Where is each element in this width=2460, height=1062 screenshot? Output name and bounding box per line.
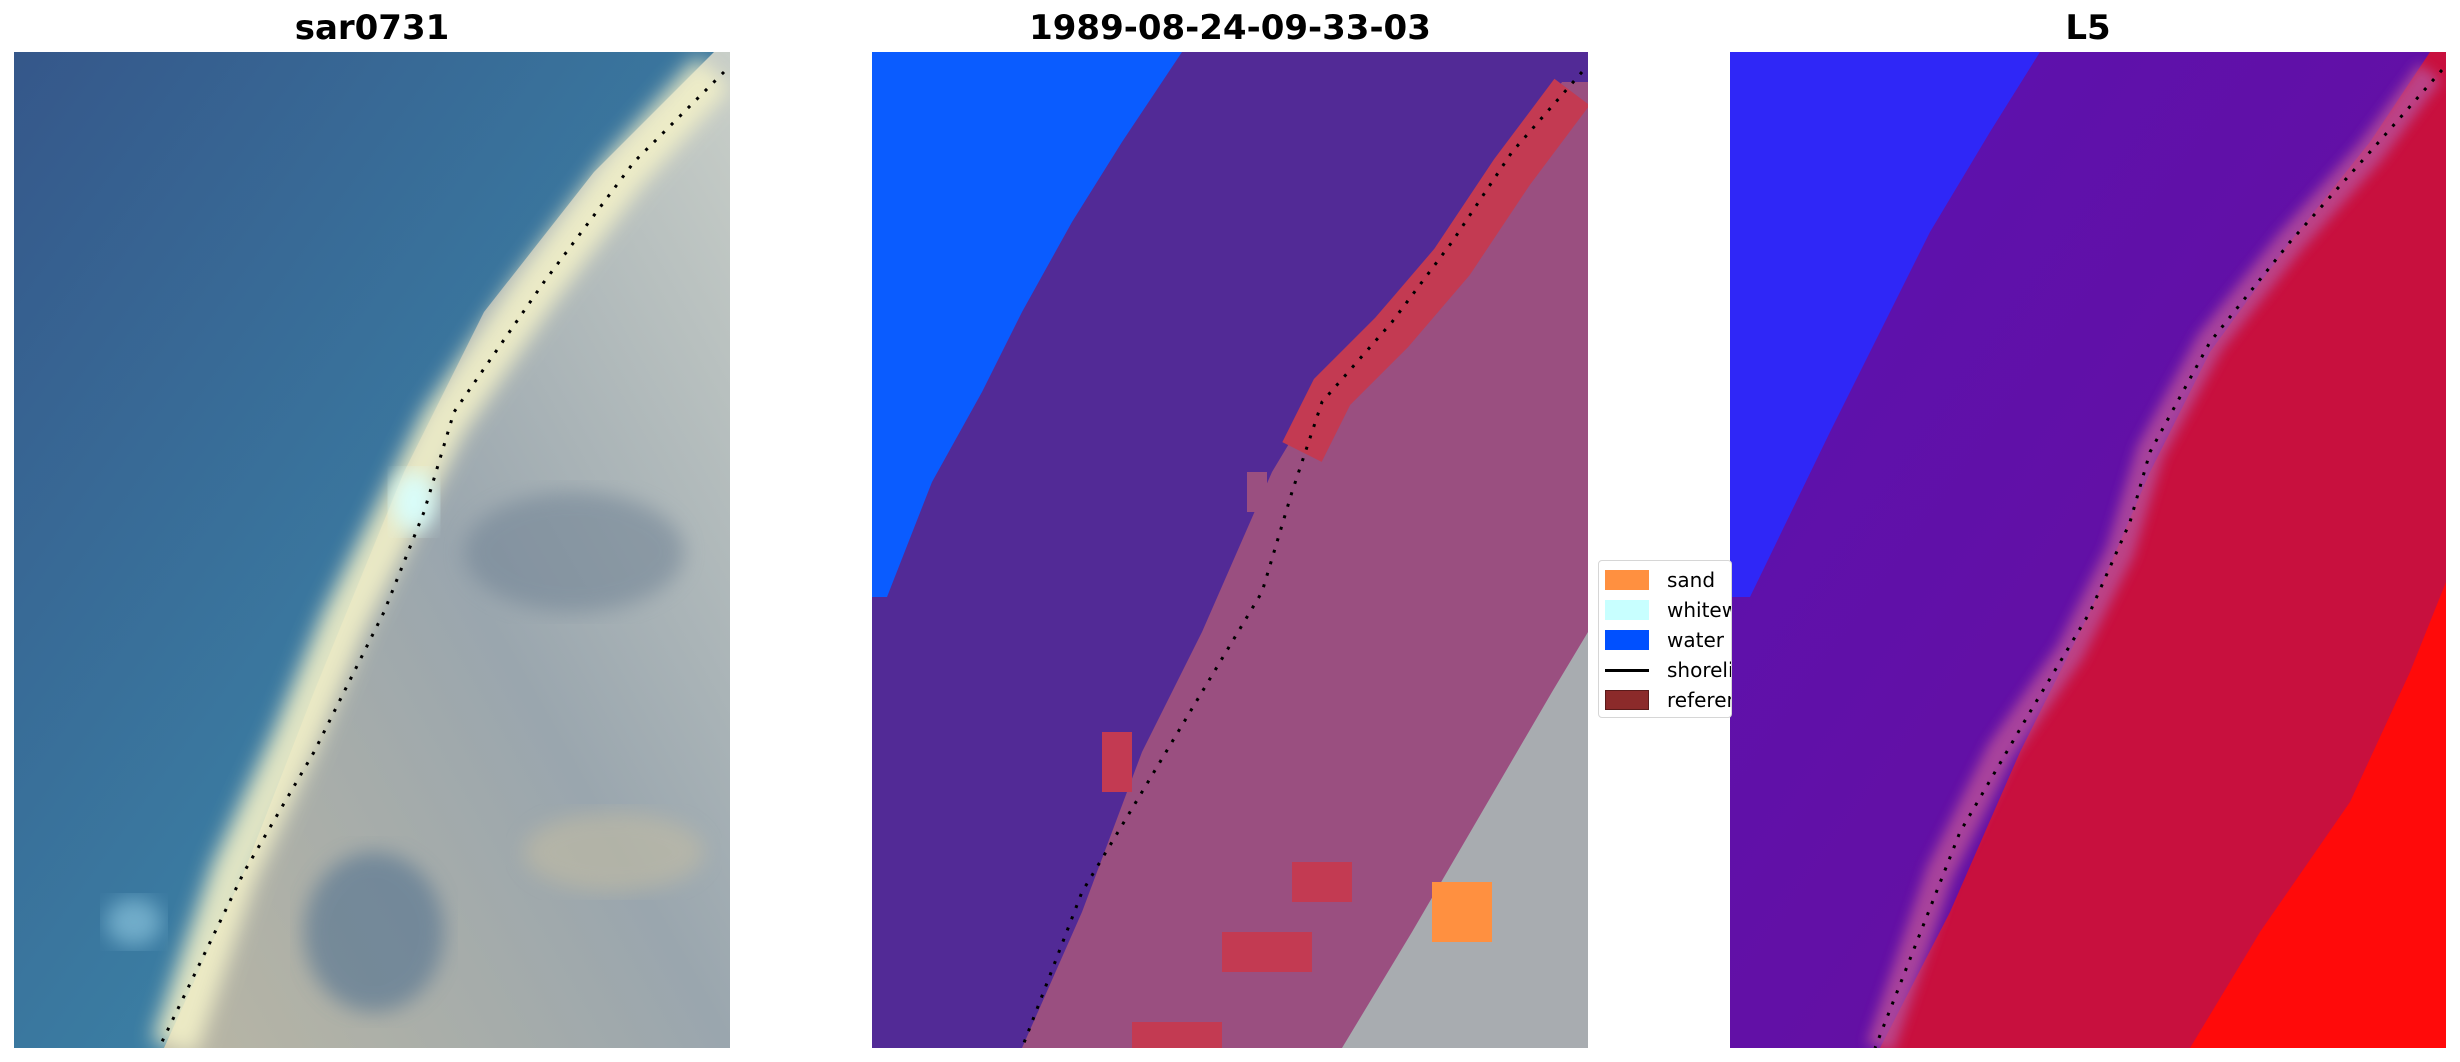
blue-region xyxy=(1730,52,2040,597)
legend-line-shoreline xyxy=(1605,668,1649,672)
land-region xyxy=(1022,82,1588,1048)
panel-title-index: L5 xyxy=(2065,8,2111,48)
rgb-image-panel xyxy=(14,52,730,1048)
reference-band xyxy=(1282,78,1588,462)
classification-panel xyxy=(872,52,1588,1048)
classification-map xyxy=(872,52,1588,1048)
panel-title-rgb: sar0731 xyxy=(294,8,450,48)
legend-item-shoreline: shoreline xyxy=(1605,657,1731,683)
shoreline-line-index xyxy=(1873,69,2444,1048)
legend-swatch-water xyxy=(1605,630,1649,650)
water-region xyxy=(872,52,1182,597)
legend-item-reference: reference xyxy=(1605,687,1731,713)
bright-red-region xyxy=(2190,582,2446,1048)
rgb-image xyxy=(14,52,730,1048)
legend-swatch-sand xyxy=(1605,570,1649,590)
legend-item-water: water xyxy=(1605,627,1724,653)
legend-swatch-reference xyxy=(1605,690,1649,710)
legend-item-sand: sand xyxy=(1605,567,1715,593)
sand-patch xyxy=(1432,882,1492,942)
index-panel xyxy=(1730,52,2446,1048)
index-image xyxy=(1730,52,2446,1048)
panel-title-classified: 1989-08-24-09-33-03 xyxy=(1029,8,1431,48)
legend-swatch-whitewater xyxy=(1605,600,1649,620)
red-region xyxy=(1880,52,2446,1048)
